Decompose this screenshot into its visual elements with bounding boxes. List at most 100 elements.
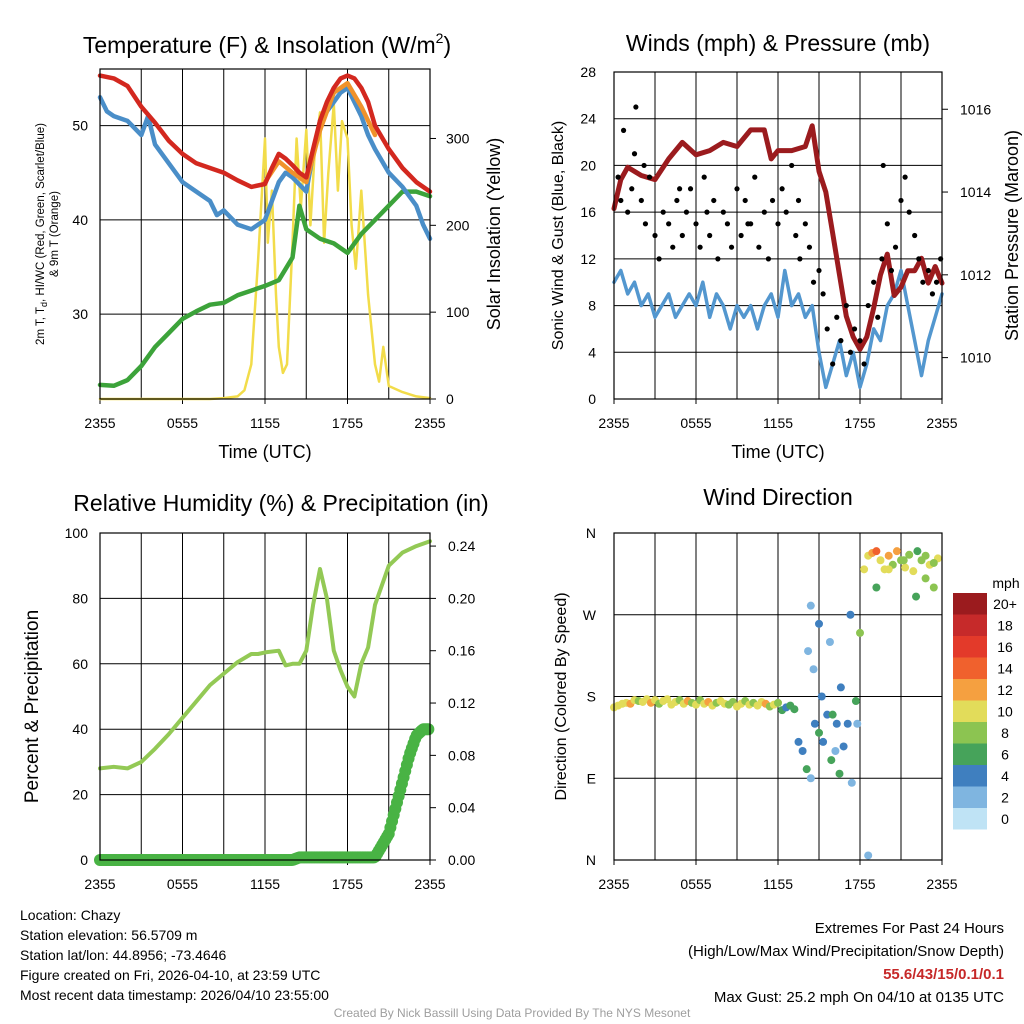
x-tick-label: 1755 xyxy=(844,415,875,431)
y-tick-label: 16 xyxy=(580,204,596,220)
gust-point xyxy=(765,256,772,262)
x-tick-label: 1155 xyxy=(250,876,280,892)
colorbar-swatch xyxy=(953,636,987,658)
gust-point xyxy=(802,221,808,227)
gust-point xyxy=(720,209,726,215)
series-line-solar-insolation xyxy=(98,102,432,401)
gust-point xyxy=(879,256,885,262)
direction-point xyxy=(832,719,841,728)
x-tick-label: 1755 xyxy=(332,415,363,431)
x-tick-label: 1155 xyxy=(250,415,280,431)
gust-point xyxy=(861,361,867,367)
panel-4-frame xyxy=(613,532,943,861)
gust-point xyxy=(871,279,877,285)
direction-point xyxy=(815,619,823,628)
x-tick-label: 1155 xyxy=(763,876,793,892)
colorbar-label: 2 xyxy=(1001,790,1009,806)
y-axis-label: Percent & Precipitation xyxy=(22,610,43,803)
y-tick-label: 28 xyxy=(580,64,596,80)
gust-point xyxy=(646,174,653,180)
station-location: Location: Chazy xyxy=(20,907,121,923)
x-tick-label: 0555 xyxy=(680,876,711,892)
series-line-2m-t xyxy=(97,73,433,194)
colorbar-label: 0 xyxy=(1001,811,1009,827)
gust-point xyxy=(857,338,863,344)
series-line-pressure xyxy=(611,123,945,352)
gust-point xyxy=(615,174,621,180)
direction-point xyxy=(835,769,844,778)
direction-point xyxy=(929,583,938,592)
x-axis-label: Time (UTC) xyxy=(218,442,311,462)
y-tick-label: 80 xyxy=(72,590,88,606)
colorbar-label: 20+ xyxy=(993,596,1017,612)
direction-point xyxy=(884,551,893,560)
direction-point xyxy=(810,719,819,728)
y2-tick-label: 0.04 xyxy=(448,800,475,816)
colorbar-label: 14 xyxy=(997,661,1013,677)
y-tick-label: 30 xyxy=(72,306,88,322)
y-tick-label: E xyxy=(587,770,596,786)
x-tick-label: 2355 xyxy=(598,876,629,892)
direction-point xyxy=(872,583,881,592)
direction-point xyxy=(790,705,799,714)
gust-point xyxy=(769,197,776,204)
y-tick-label: 0 xyxy=(80,852,88,868)
extremes-values: 55.6/43/15/0.1/0.1 xyxy=(883,966,1004,983)
gust-point xyxy=(660,209,666,215)
y-axis-label: Direction (Colored By Speed) xyxy=(553,592,570,800)
gust-point xyxy=(734,186,740,192)
direction-point xyxy=(912,592,921,601)
gust-point xyxy=(670,244,676,250)
extremes-title: Extremes For Past 24 Hours xyxy=(814,920,1004,937)
y2-tick-label: 1012 xyxy=(960,267,991,283)
colorbar-label: 4 xyxy=(1001,768,1009,784)
x-tick-label: 1155 xyxy=(763,415,793,431)
y2-tick-label: 0.20 xyxy=(448,590,475,606)
gust-point xyxy=(683,209,690,215)
gust-point xyxy=(704,209,710,215)
direction-point xyxy=(860,565,869,574)
gust-point xyxy=(880,162,886,169)
station-info: Location: Chazy Station elevation: 56.57… xyxy=(20,905,329,1005)
colorbar-label: 16 xyxy=(997,639,1013,655)
direction-point xyxy=(831,747,840,755)
y2-tick-label: 1010 xyxy=(960,350,991,366)
gust-point xyxy=(789,162,795,169)
direction-point xyxy=(823,710,832,719)
gust-point xyxy=(761,209,767,215)
gust-point xyxy=(929,291,936,297)
y-tick-label: 4 xyxy=(588,344,596,360)
series-line-hi-wc xyxy=(97,85,433,241)
direction-point xyxy=(663,695,672,704)
gust-point xyxy=(847,349,854,355)
colorbar-label: 8 xyxy=(1001,725,1009,741)
gust-point xyxy=(701,174,707,180)
colorbar-swatch xyxy=(953,593,987,615)
y-tick-label: 50 xyxy=(72,118,88,134)
y-tick-label: S xyxy=(587,689,596,705)
colorbar-swatch xyxy=(953,679,987,701)
colorbar-swatch xyxy=(953,700,987,722)
x-tick-label: 2355 xyxy=(598,415,629,431)
gust-point xyxy=(652,232,658,239)
panel-3-frame xyxy=(99,532,431,861)
direction-point xyxy=(828,710,837,719)
gust-point xyxy=(888,267,895,274)
chart-title: Relative Humidity (%) & Precipitation (i… xyxy=(73,490,488,516)
colorbar-label: 12 xyxy=(997,682,1013,698)
gust-point xyxy=(820,291,826,297)
y2-tick-label: 100 xyxy=(446,304,470,320)
x-axis-label: Time (UTC) xyxy=(731,442,824,462)
gust-point xyxy=(666,221,672,227)
y-tick-label: 12 xyxy=(580,251,596,267)
gust-point xyxy=(884,221,890,227)
direction-point xyxy=(819,737,828,746)
direction-point xyxy=(884,565,893,574)
gust-point xyxy=(793,232,799,239)
y-tick-label: 20 xyxy=(580,157,596,173)
y2-tick-label: 0.08 xyxy=(448,747,475,763)
direction-point xyxy=(836,683,845,692)
gust-point xyxy=(677,186,683,192)
direction-point xyxy=(899,556,908,565)
